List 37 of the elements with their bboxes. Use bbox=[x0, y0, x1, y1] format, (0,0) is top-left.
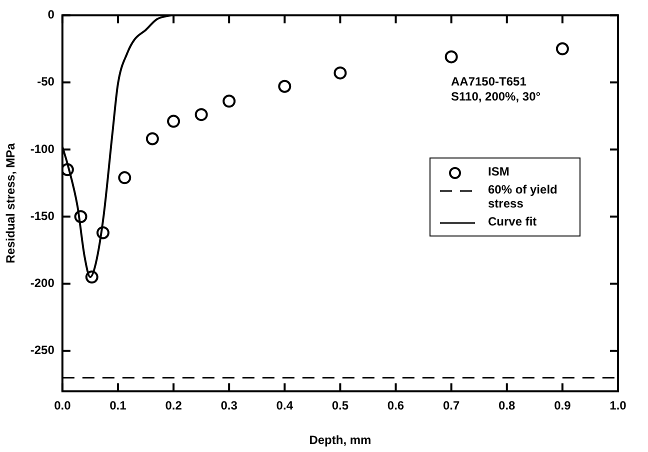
y-tick-label: -50 bbox=[37, 74, 55, 89]
y-tick-label: -250 bbox=[30, 343, 55, 358]
x-tick-label: 0.8 bbox=[498, 398, 516, 413]
point bbox=[85, 270, 98, 284]
point bbox=[444, 50, 458, 64]
x-axis-title: Depth, mm bbox=[309, 433, 372, 448]
x-tick-label: 0.3 bbox=[220, 398, 238, 413]
y-tick-label: 0 bbox=[48, 8, 55, 22]
x-tick-label: 0.9 bbox=[554, 398, 572, 413]
point bbox=[222, 94, 236, 108]
annotation: S110, 200%, 30° bbox=[451, 89, 541, 104]
point bbox=[96, 226, 110, 240]
x-tick-label: 0.5 bbox=[332, 398, 349, 413]
point bbox=[194, 108, 208, 122]
point bbox=[146, 132, 159, 146]
point bbox=[118, 171, 132, 184]
x-tick-label: 0.6 bbox=[387, 398, 404, 413]
legend-label: 60% of yield stress bbox=[488, 182, 558, 210]
y-tick-label: -100 bbox=[30, 142, 55, 156]
point bbox=[62, 163, 74, 176]
y-axis-title: Residual stress, MPa bbox=[4, 142, 18, 264]
x-tick-label: 0.0 bbox=[54, 398, 72, 413]
x-tick-label: 0.4 bbox=[276, 398, 294, 413]
x-tick-label: 0.7 bbox=[442, 398, 460, 413]
point bbox=[167, 114, 180, 128]
point bbox=[556, 42, 569, 56]
y-tick-label: -200 bbox=[30, 276, 55, 290]
point bbox=[278, 80, 292, 93]
x-tick-label: 0.1 bbox=[110, 398, 127, 413]
point bbox=[334, 66, 347, 80]
legend-label: Curve fit bbox=[488, 214, 537, 228]
annotation: AA7150-T651 bbox=[451, 74, 527, 88]
legend-label: ISM bbox=[488, 164, 510, 178]
x-tick-label: 1.0 bbox=[610, 398, 627, 413]
x-tick-label: 0.2 bbox=[165, 398, 182, 413]
y-tick-label: -150 bbox=[30, 208, 55, 223]
point bbox=[74, 210, 88, 224]
